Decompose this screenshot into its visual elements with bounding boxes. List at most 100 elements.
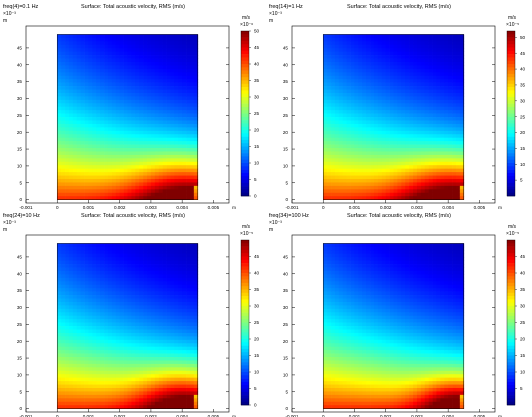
y-tick-label: 0 (19, 197, 22, 202)
colorbar-tick-label: 15 (254, 144, 260, 149)
y-tick-label: 35 (17, 288, 23, 293)
heatmap-field (323, 34, 465, 200)
y-tick-label: 30 (17, 96, 23, 101)
colorbar (506, 239, 516, 406)
x-tick-label: 0.004 (176, 414, 188, 417)
colorbar-exponent-label: ×10⁻⁶ (240, 22, 253, 28)
chart-svg: freq(24)=10 Hz Surface: Total acoustic ve… (3, 213, 260, 417)
x-tick-label: 0.003 (411, 414, 423, 417)
x-tick-label: 0.003 (145, 205, 157, 210)
axes-frame (291, 234, 496, 413)
colorbar-tick-label: 0 (254, 194, 257, 199)
chart-svg: freq(4)=0.1 Hz Surface: Total acoustic ve… (3, 4, 260, 210)
colorbar-tick-label: 20 (520, 337, 526, 342)
y-tick-label: 5 (19, 389, 22, 394)
x-unit-label: m (232, 414, 236, 417)
axes-frame (25, 234, 230, 413)
y-tick-label: 10 (17, 164, 23, 169)
y-tick-label: 10 (283, 373, 289, 378)
colorbar-tick-label: 20 (254, 128, 260, 133)
colorbar-tick-label: 25 (520, 320, 526, 325)
x-tick-label: 0 (322, 205, 325, 210)
colorbar-tick-label: 45 (254, 254, 260, 259)
colorbar-tick-label: 35 (254, 78, 260, 83)
colorbar-tick-label: 20 (254, 337, 260, 342)
y-exponent-label: ×10⁻³ (269, 11, 282, 17)
colorbar-unit-label: m/s (508, 15, 517, 21)
colorbar-tick-label: 35 (520, 83, 526, 88)
x-tick-label: 0.005 (474, 205, 486, 210)
y-tick-label: 40 (283, 62, 289, 67)
colorbar (240, 30, 250, 197)
y-tick-label: 45 (283, 46, 289, 51)
y-tick-label: 0 (285, 406, 288, 411)
colorbar-tick-label: 10 (520, 162, 526, 167)
x-tick-label: -0.001 (19, 414, 32, 417)
colorbar-tick-label: 15 (520, 146, 526, 151)
y-tick-label: 25 (17, 322, 23, 327)
y-tick-label: 40 (17, 271, 23, 276)
panel-label: freq(14)=1 Hz (269, 4, 303, 10)
y-tick-label: 20 (283, 339, 289, 344)
chart-title: Surface: Total acoustic velocity, RMS (m… (81, 4, 185, 10)
x-unit-label: m (232, 205, 236, 210)
colorbar-tick-label: 25 (520, 114, 526, 119)
heatmap-field (323, 243, 465, 409)
colorbar-tick-label: 45 (520, 254, 526, 259)
colorbar-unit-label: m/s (242, 224, 251, 230)
colorbar-unit-label: m/s (242, 15, 251, 21)
y-tick-label: 15 (283, 356, 289, 361)
colorbar-tick-label: 30 (520, 98, 526, 103)
x-tick-label: -0.001 (19, 205, 32, 210)
y-tick-label: 20 (283, 130, 289, 135)
y-unit-label: m (3, 227, 7, 233)
chart-title: Surface: Total acoustic velocity, RMS (m… (347, 4, 451, 10)
y-tick-label: 35 (283, 288, 289, 293)
y-unit-label: m (3, 18, 7, 24)
y-unit-label: m (269, 18, 273, 24)
x-tick-label: 0.002 (380, 414, 392, 417)
domain-outline (322, 34, 465, 200)
y-tick-label: 25 (17, 113, 23, 118)
colorbar-tick-label: 50 (520, 35, 526, 40)
colorbar-tick-label: 35 (254, 287, 260, 292)
y-tick-label: 45 (17, 46, 23, 51)
colorbar-tick-label: 40 (520, 271, 526, 276)
x-tick-label: 0.005 (474, 414, 486, 417)
x-tick-label: 0.004 (442, 205, 454, 210)
y-tick-label: 25 (283, 113, 289, 118)
y-tick-label: 40 (17, 62, 23, 67)
panel-label: freq(24)=10 Hz (3, 213, 40, 219)
x-unit-label: m (498, 414, 502, 417)
colorbar-unit-label: m/s (508, 224, 517, 230)
x-tick-label: 0.001 (349, 205, 361, 210)
colorbar-tick-label: 30 (254, 95, 260, 100)
colorbar-tick-label: 10 (254, 370, 260, 375)
y-tick-label: 40 (283, 271, 289, 276)
axes-frame (25, 25, 230, 204)
colorbar-tick-label: 15 (254, 353, 260, 358)
y-tick-label: 30 (283, 96, 289, 101)
colorbar-tick-label: 5 (254, 177, 257, 182)
y-tick-label: 5 (285, 389, 288, 394)
x-tick-label: 0 (56, 205, 59, 210)
x-tick-label: 0.001 (83, 205, 95, 210)
y-tick-label: 45 (17, 255, 23, 260)
colorbar-tick-label: 50 (254, 29, 260, 34)
chart-svg: freq(14)=1 Hz Surface: Total acoustic vel… (269, 4, 526, 210)
colorbar-exponent-label: ×10⁻⁵ (240, 231, 253, 237)
y-tick-label: 10 (283, 164, 289, 169)
panel-label: freq(4)=0.1 Hz (3, 4, 39, 10)
chart-panel-1: freq(14)=1 Hz Surface: Total acoustic vel… (266, 0, 532, 210)
y-tick-label: 25 (283, 322, 289, 327)
colorbar-tick-label: 25 (254, 111, 260, 116)
y-tick-label: 45 (283, 255, 289, 260)
x-tick-label: 0.003 (145, 414, 157, 417)
y-tick-label: 15 (17, 147, 23, 152)
y-tick-label: 35 (17, 79, 23, 84)
y-tick-label: 20 (17, 130, 23, 135)
x-tick-label: 0.002 (114, 414, 126, 417)
chart-panel-2: freq(24)=10 Hz Surface: Total acoustic ve… (0, 209, 266, 417)
colorbar (506, 30, 516, 197)
colorbar-exponent-label: ×10⁻⁵ (506, 22, 519, 28)
